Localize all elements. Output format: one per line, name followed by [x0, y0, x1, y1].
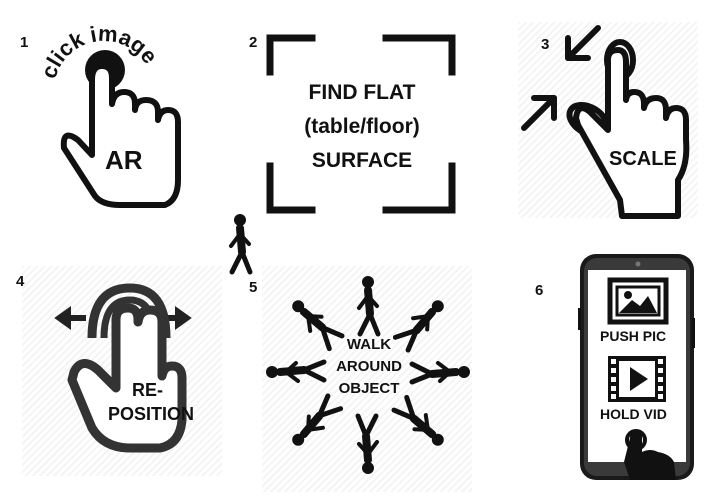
smartphone-icon: [578, 254, 695, 480]
ar-label: AR: [105, 145, 143, 175]
step-number: 6: [535, 282, 544, 299]
text-line: (table/floor): [304, 115, 420, 138]
step-6-panel: 6 PUSH PIC HOLD VID: [480, 248, 720, 497]
step-number: 3: [541, 36, 550, 53]
text-line: AROUND: [336, 358, 402, 375]
scale-label: SCALE: [609, 148, 677, 170]
text-line: RE-: [132, 380, 163, 400]
drag-hand-icon: [54, 283, 192, 453]
text-line: OBJECT: [338, 380, 400, 397]
text-line: SURFACE: [311, 149, 413, 172]
step-2-panel: 2 FIND FLAT (table/floor) SURFACE: [240, 0, 480, 240]
text-line: POSITION: [108, 404, 195, 424]
step-number: 5: [249, 279, 258, 296]
reposition-text: RE- POSITION: [108, 378, 195, 426]
tap-hand-icon: click image: [36, 21, 181, 208]
push-pic-label: PUSH PIC: [600, 328, 667, 344]
hold-vid-label: HOLD VID: [600, 406, 667, 422]
text-line: WALK: [346, 336, 392, 353]
pinch-hand-icon: [521, 25, 690, 219]
viewfinder-frame-icon: [266, 34, 456, 214]
step-3-panel: 3 SCALE: [480, 0, 720, 240]
step-number: 1: [20, 34, 29, 51]
step-number: 2: [249, 34, 258, 51]
walking-figures-icon: [229, 214, 480, 497]
find-surface-text: FIND FLAT (table/floor) SURFACE: [262, 76, 462, 178]
step-number: 4: [16, 273, 25, 290]
step-1-panel: 1 click image AR: [0, 0, 240, 240]
step-4-panel: 4 RE- POSITION: [0, 248, 240, 497]
text-line: FIND FLAT: [308, 81, 416, 104]
walk-around-text: WALK AROUND OBJECT: [324, 334, 414, 400]
step-5-panel: 5 WALK AROUND OBJECT: [229, 214, 480, 497]
